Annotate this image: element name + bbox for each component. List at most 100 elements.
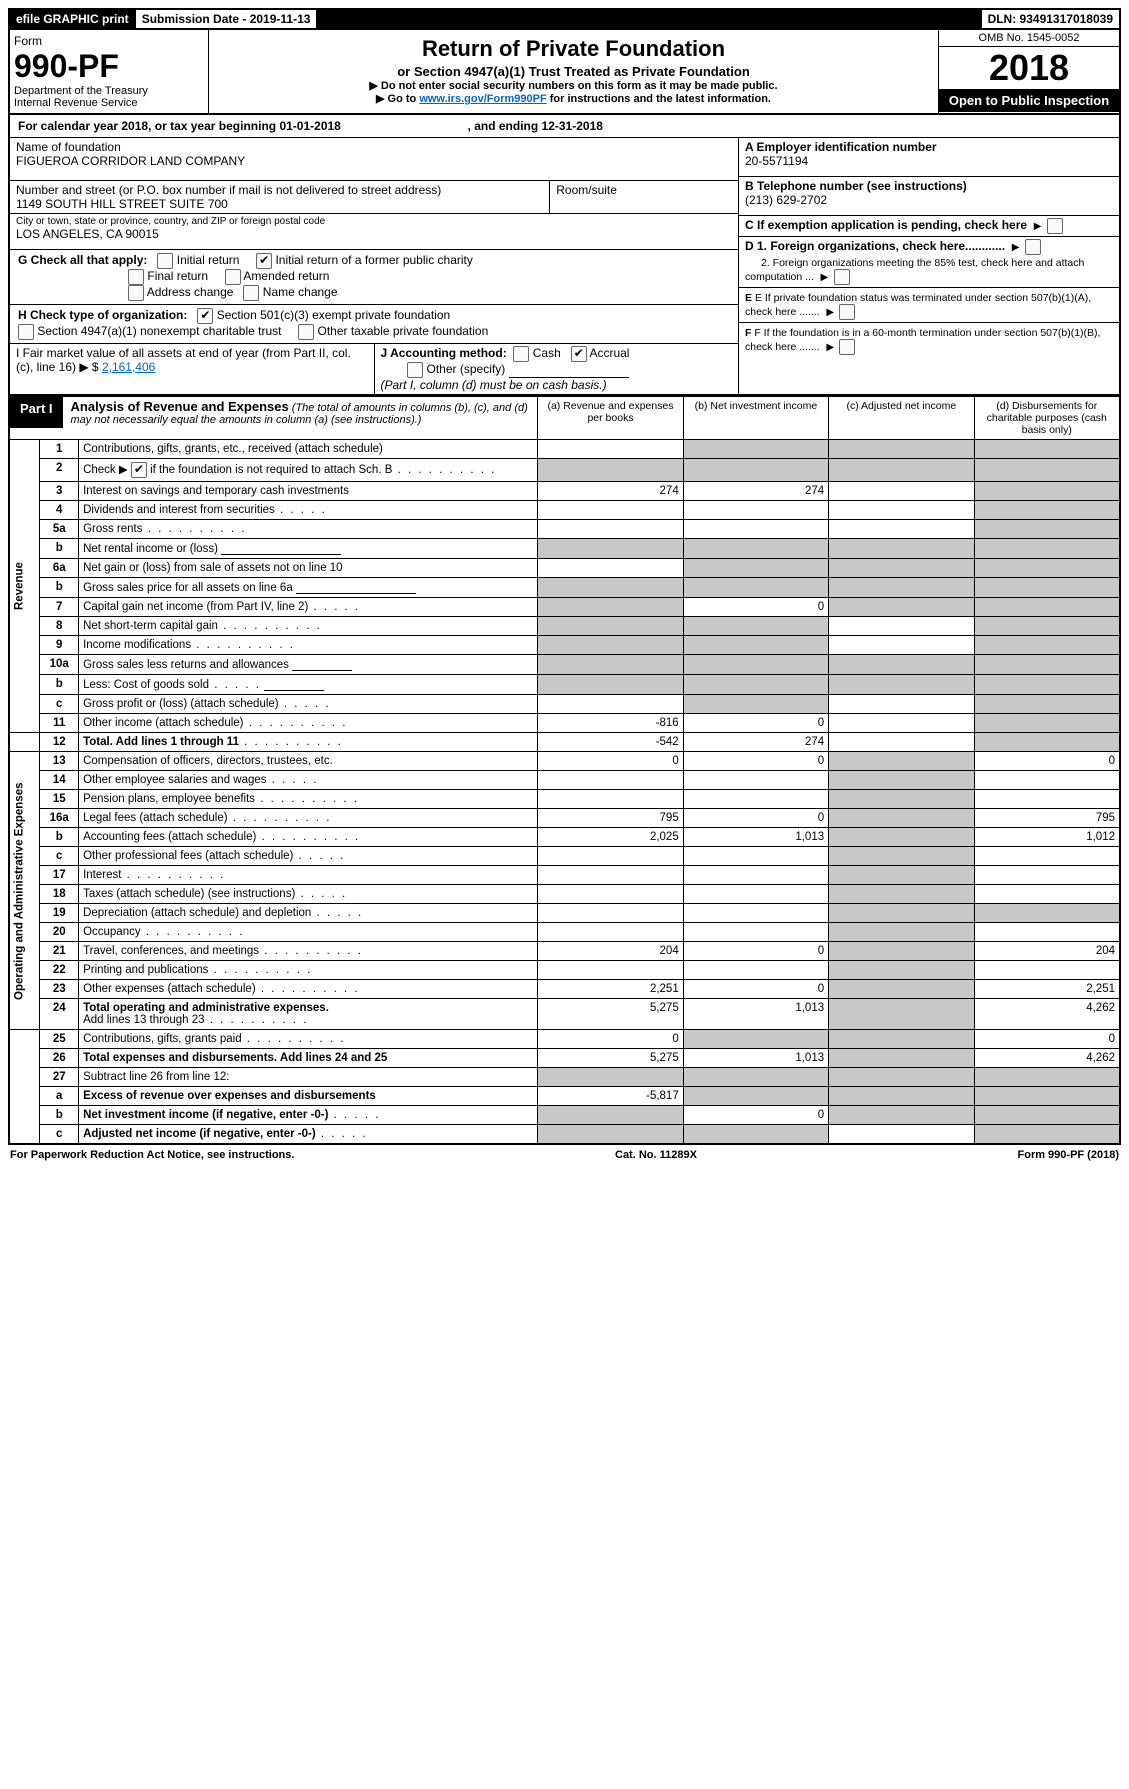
- dln: DLN: 93491317018039: [982, 10, 1119, 28]
- top-bar: efile GRAPHIC print Submission Date - 20…: [8, 8, 1121, 30]
- row-7: Capital gain net income (from Part IV, l…: [79, 598, 538, 617]
- row-5b: Net rental income or (loss): [79, 539, 538, 559]
- r27a-a: -5,817: [538, 1087, 683, 1106]
- row-1: Contributions, gifts, grants, etc., rece…: [79, 440, 538, 459]
- r13-b: 0: [683, 752, 828, 771]
- amended-return-checkbox[interactable]: [225, 269, 241, 285]
- row-27b: Net investment income (if negative, ente…: [79, 1106, 538, 1125]
- final-return-checkbox[interactable]: [128, 269, 144, 285]
- row-26: Total expenses and disbursements. Add li…: [79, 1049, 538, 1068]
- footer-left: For Paperwork Reduction Act Notice, see …: [10, 1149, 294, 1161]
- 501c3-checkbox[interactable]: [197, 308, 213, 324]
- r27b-b: 0: [683, 1106, 828, 1125]
- g-check-row: G Check all that apply: Initial return I…: [10, 250, 738, 305]
- irs-label: Internal Revenue Service: [14, 97, 204, 109]
- city-label: City or town, state or province, country…: [16, 216, 732, 227]
- f-label: F F If the foundation is in a 60-month t…: [745, 327, 1100, 353]
- sch-b-checkbox[interactable]: [131, 462, 147, 478]
- form-number: 990-PF: [14, 48, 204, 85]
- row-19: Depreciation (attach schedule) and deple…: [79, 904, 538, 923]
- form-subtitle: or Section 4947(a)(1) Trust Treated as P…: [213, 64, 934, 79]
- row-16b: Accounting fees (attach schedule): [79, 828, 538, 847]
- d1-label: D 1. Foreign organizations, check here..…: [745, 239, 1005, 253]
- row-10b: Less: Cost of goods sold: [79, 675, 538, 695]
- accrual-checkbox[interactable]: [571, 346, 587, 362]
- r16a-d: 795: [974, 809, 1120, 828]
- ein-value: 20-5571194: [745, 154, 808, 168]
- part1-title: Analysis of Revenue and Expenses (The to…: [63, 397, 538, 428]
- row-10c: Gross profit or (loss) (attach schedule): [79, 695, 538, 714]
- row-5a: Gross rents: [79, 520, 538, 539]
- r21-a: 204: [538, 942, 683, 961]
- r23-d: 2,251: [974, 980, 1120, 999]
- d1-checkbox[interactable]: [1025, 239, 1041, 255]
- name-label: Name of foundation: [16, 140, 732, 154]
- row-18: Taxes (attach schedule) (see instruction…: [79, 885, 538, 904]
- d2-checkbox[interactable]: [834, 269, 850, 285]
- address-change-checkbox[interactable]: [128, 285, 144, 301]
- room-label: Room/suite: [556, 183, 732, 197]
- row-8: Net short-term capital gain: [79, 617, 538, 636]
- telephone-value: (213) 629-2702: [745, 193, 827, 207]
- r16a-b: 0: [683, 809, 828, 828]
- e-checkbox[interactable]: [839, 304, 855, 320]
- col-a-header: (a) Revenue and expenses per books: [538, 397, 683, 440]
- name-change-checkbox[interactable]: [243, 285, 259, 301]
- form-url-link[interactable]: www.irs.gov/Form990PF: [419, 93, 546, 105]
- form-title: Return of Private Foundation: [213, 36, 934, 62]
- e-label: E E If private foundation status was ter…: [745, 292, 1091, 318]
- r16a-a: 795: [538, 809, 683, 828]
- col-d-header: (d) Disbursements for charitable purpose…: [974, 397, 1120, 440]
- revenue-side-label: Revenue: [9, 440, 40, 733]
- c-checkbox[interactable]: [1047, 218, 1063, 234]
- 4947-checkbox[interactable]: [18, 324, 34, 340]
- cash-checkbox[interactable]: [513, 346, 529, 362]
- r12-b: 274: [683, 733, 828, 752]
- other-taxable-checkbox[interactable]: [298, 324, 314, 340]
- row-6b: Gross sales price for all assets on line…: [79, 578, 538, 598]
- form-header: Form 990-PF Department of the Treasury I…: [8, 30, 1121, 115]
- row-27: Subtract line 26 from line 12:: [79, 1068, 538, 1087]
- row-16a: Legal fees (attach schedule): [79, 809, 538, 828]
- submission-date: Submission Date - 2019-11-13: [136, 10, 318, 28]
- other-method-checkbox[interactable]: [407, 362, 423, 378]
- r25-a: 0: [538, 1030, 683, 1049]
- initial-former-checkbox[interactable]: [256, 253, 272, 269]
- form-word: Form: [14, 34, 204, 48]
- c-exemption-label: C If exemption application is pending, c…: [745, 218, 1027, 232]
- row-14: Other employee salaries and wages: [79, 771, 538, 790]
- r13-d: 0: [974, 752, 1120, 771]
- row-4: Dividends and interest from securities: [79, 501, 538, 520]
- i-fmv-label: I Fair market value of all assets at end…: [16, 346, 351, 374]
- instruction-1: ▶ Do not enter social security numbers o…: [213, 79, 934, 92]
- r24-d: 4,262: [974, 999, 1120, 1030]
- r25-d: 0: [974, 1030, 1120, 1049]
- r24-a: 5,275: [538, 999, 683, 1030]
- r11-b: 0: [683, 714, 828, 733]
- initial-return-checkbox[interactable]: [157, 253, 173, 269]
- expenses-side-label: Operating and Administrative Expenses: [9, 752, 40, 1030]
- row-16c: Other professional fees (attach schedule…: [79, 847, 538, 866]
- i-fmv-value[interactable]: 2,161,406: [102, 360, 155, 374]
- page-footer: For Paperwork Reduction Act Notice, see …: [8, 1145, 1121, 1165]
- open-public-label: Open to Public Inspection: [939, 89, 1119, 112]
- row-10a: Gross sales less returns and allowances: [79, 655, 538, 675]
- efile-print-button[interactable]: efile GRAPHIC print: [10, 10, 136, 28]
- r21-d: 204: [974, 942, 1120, 961]
- row-15: Pension plans, employee benefits: [79, 790, 538, 809]
- footer-right: Form 990-PF (2018): [1018, 1149, 1119, 1161]
- entity-info: Name of foundation FIGUEROA CORRIDOR LAN…: [8, 138, 1121, 396]
- row-27a: Excess of revenue over expenses and disb…: [79, 1087, 538, 1106]
- f-checkbox[interactable]: [839, 339, 855, 355]
- calendar-year-line: For calendar year 2018, or tax year begi…: [8, 115, 1121, 138]
- r23-b: 0: [683, 980, 828, 999]
- r26-a: 5,275: [538, 1049, 683, 1068]
- r26-d: 4,262: [974, 1049, 1120, 1068]
- r3-b: 274: [683, 482, 828, 501]
- r24-b: 1,013: [683, 999, 828, 1030]
- row-23: Other expenses (attach schedule): [79, 980, 538, 999]
- row-22: Printing and publications: [79, 961, 538, 980]
- h-check-row: H Check type of organization: Section 50…: [10, 305, 738, 344]
- ein-label: A Employer identification number: [745, 140, 937, 154]
- row-12: Total. Add lines 1 through 11: [79, 733, 538, 752]
